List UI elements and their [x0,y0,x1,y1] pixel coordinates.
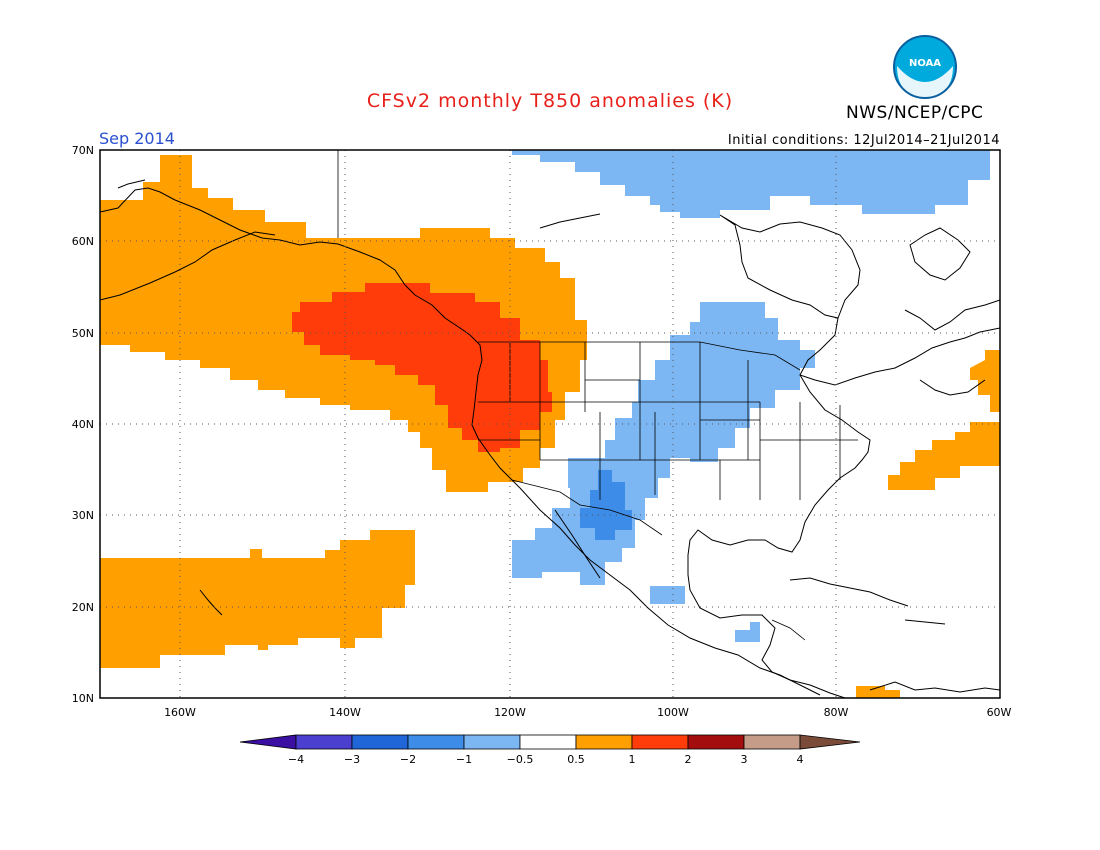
colorbar-label: −1 [456,753,472,766]
lon-axis: 160W 140W 120W 100W 80W 60W [164,706,1011,719]
anomaly-shading [100,150,1000,698]
agency-label: NWS/NCEP/CPC [846,103,984,123]
warm-region-subtropical-pacific [100,530,415,668]
lat-tick-label: 50N [72,327,94,340]
colorbar-label: −0.5 [507,753,534,766]
colorbar-swatch [351,734,409,750]
colorbar-swatch [687,734,745,750]
lon-tick-label: 120W [494,706,526,719]
initial-conditions-label: Initial conditions: 12Jul2014–21Jul2014 [727,133,1000,148]
lat-tick-label: 10N [72,692,94,705]
lon-tick-label: 160W [164,706,196,719]
colorbar-label: −3 [344,753,360,766]
lat-tick-label: 20N [72,601,94,614]
lon-tick-label: 140W [329,706,361,719]
lon-tick-label: 100W [657,706,689,719]
warm-region-east-coast [970,350,1000,412]
valid-month-label: Sep 2014 [99,129,175,148]
colorbar-swatch [407,734,465,750]
colorbar-swatch [463,734,521,750]
colorbar-swatch [295,734,353,750]
strong-warm-region-pacific-northwest [292,283,552,452]
colorbar-label: 2 [685,753,692,766]
lon-tick-label: 60W [987,706,1012,719]
coastlines [99,179,1001,699]
colorbar-label: 0.5 [567,753,585,766]
colorbar-swatch [239,734,297,750]
political-borders [337,150,858,641]
noaa-logo: NOAA [893,35,957,99]
map-title: CFSv2 monthly T850 anomalies (K) [366,90,734,112]
noaa-logo-text: NOAA [909,58,941,69]
lat-axis: 70N 60N 50N 40N 30N 20N 10N [72,144,94,705]
map-panel [99,149,1001,699]
map-frame [99,149,1001,699]
colorbar-swatch [519,734,577,750]
colorbar-swatch [743,734,801,750]
cool-region-gulf [650,586,685,604]
lon-tick-label: 80W [824,706,849,719]
lat-tick-label: 60N [72,235,94,248]
lat-tick-label: 30N [72,509,94,522]
lat-tick-label: 70N [72,144,94,157]
colorbar-labels: −4 −3 −2 −1 −0.5 0.5 1 2 3 4 [288,753,804,766]
colorbar-label: −2 [400,753,416,766]
colorbar-swatch [575,734,633,750]
colorbar-label: −4 [288,753,304,766]
warm-region-caribbean [856,686,900,698]
colorbar-label: 4 [797,753,804,766]
colorbar [239,734,861,750]
colorbar-swatch [631,734,689,750]
colorbar-swatch [799,734,861,750]
warm-region-western-atlantic [888,422,1000,490]
strong-cool-region-mexico [580,470,632,540]
colorbar-label: 1 [629,753,636,766]
map-grid [100,150,1000,698]
cool-region-central-america [735,622,760,642]
cool-region-arctic [512,150,990,218]
lat-tick-label: 40N [72,418,94,431]
colorbar-label: 3 [741,753,748,766]
